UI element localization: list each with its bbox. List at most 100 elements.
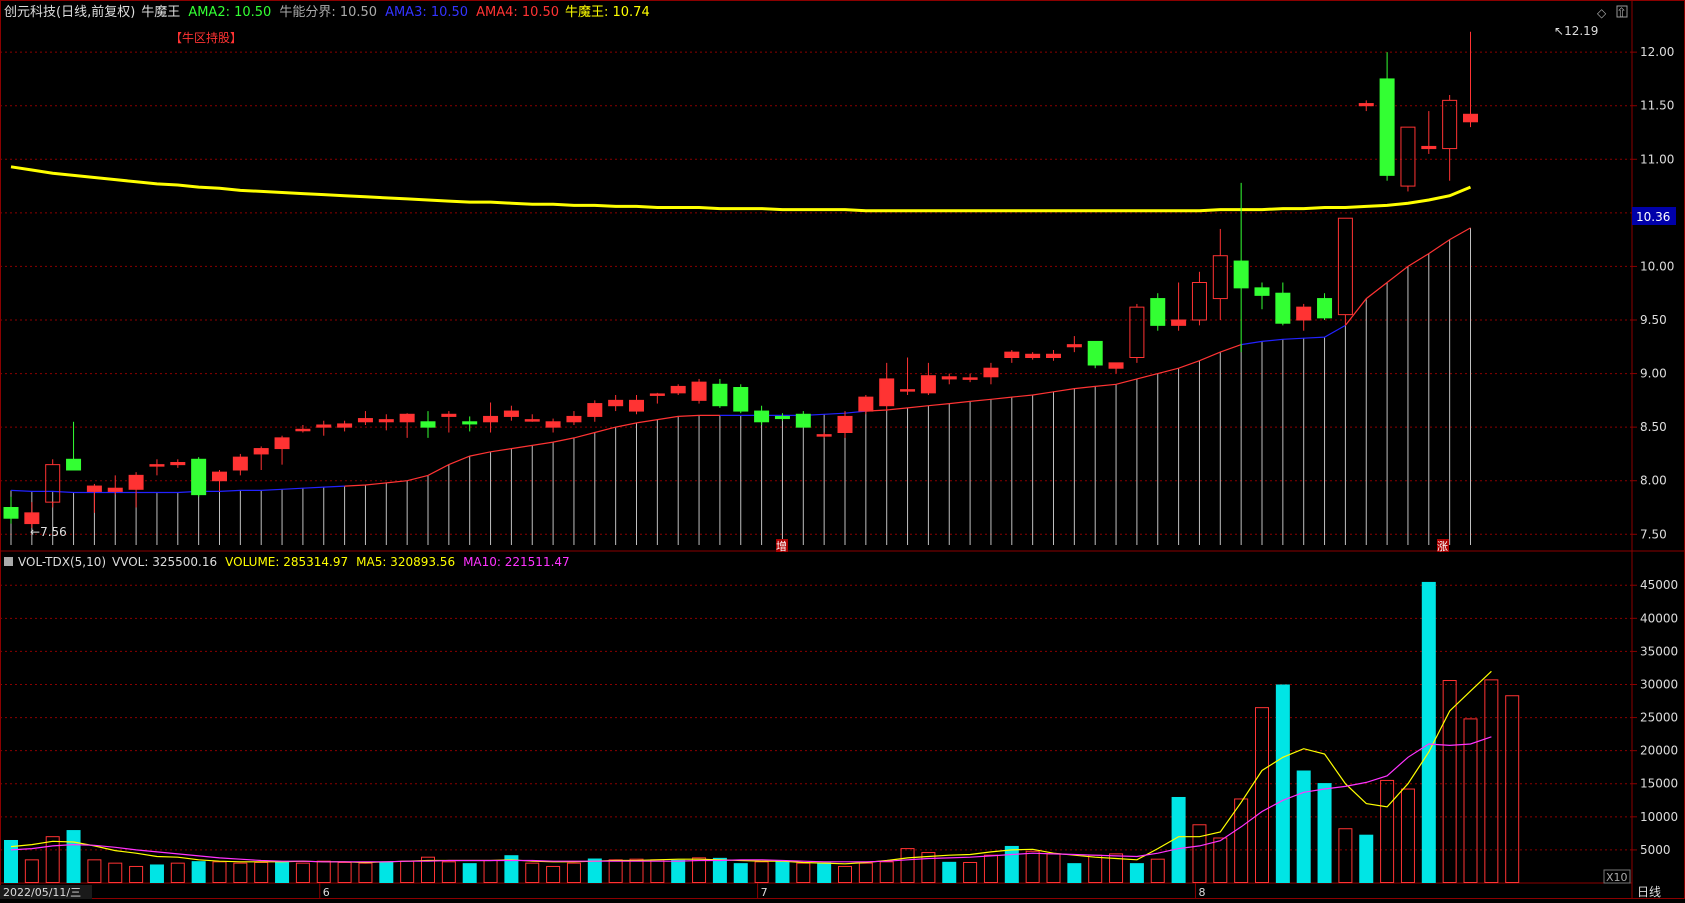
volume-bar-up <box>87 859 102 884</box>
candle-body <box>3 507 19 519</box>
candle-body <box>816 434 832 437</box>
vol-header-line: VOL-TDX(5,10) VVOL: 325500.16 VOLUME: 2853… <box>18 555 570 569</box>
volume-bar-down <box>712 857 727 883</box>
candle-body <box>45 464 61 503</box>
low-marker: ←7.56 <box>30 525 67 539</box>
start-date: 2022/05/11/三 <box>3 886 81 899</box>
volume-bar-down <box>942 861 957 883</box>
ma-line-red-3 <box>1344 227 1471 326</box>
candle-body <box>462 421 478 425</box>
chart-mode: (日线,前复权) <box>56 4 135 20</box>
volume-bar-down <box>379 861 394 883</box>
price-tick-label: 11.00 <box>1640 152 1674 166</box>
volume-tick-label: 40000 <box>1640 611 1678 625</box>
stock-name: 创元科技 <box>4 5 56 20</box>
candle-body <box>170 462 186 466</box>
volume-bar-up <box>1484 679 1499 883</box>
price-tick-label: 8.50 <box>1640 420 1667 434</box>
volume-bar-up <box>421 856 435 883</box>
volume-tick-label: 10000 <box>1640 810 1678 824</box>
candle-body <box>795 413 811 428</box>
candle-body <box>1254 287 1270 296</box>
vol-collapse-icon[interactable] <box>4 557 13 566</box>
candle-body <box>86 485 102 492</box>
candle-body <box>566 415 582 423</box>
window-toggle-icon[interactable] <box>1616 5 1628 18</box>
volume-bar-up <box>1463 718 1478 884</box>
ma5-value: MA5: 320893.56 <box>356 555 455 569</box>
candle-body <box>232 456 248 471</box>
candle-body <box>733 387 749 412</box>
volume-bar-up <box>233 862 248 883</box>
volume-bar-up <box>963 861 978 884</box>
month-ticks: 6 7 8 <box>319 883 1205 899</box>
ama4-value: AMA4: 10.50 <box>476 5 559 20</box>
diamond-icon[interactable]: ◇ <box>1597 6 1607 20</box>
candle-body <box>1275 292 1291 324</box>
volume-bar-up <box>1213 837 1228 884</box>
zeng-tag-box <box>776 539 788 552</box>
month-tick-label: 6 <box>323 886 330 899</box>
volume-bar-down <box>671 859 686 883</box>
volume-bar-up <box>295 862 310 883</box>
volume-bar-down <box>1129 863 1144 883</box>
price-tick-label: 8.00 <box>1640 474 1667 488</box>
ma-line-red <box>344 414 720 487</box>
volume-bar-up <box>1192 824 1207 883</box>
volume-bar-up <box>608 859 623 884</box>
volume-bar-up <box>1255 707 1269 883</box>
volume-tick-label: 5000 <box>1640 843 1671 857</box>
candle-body <box>191 458 207 496</box>
header-line: 创元科技(日线,前复权) 牛魔王 AMA2: 10.50 牛能分界: 10.50 AMA… <box>4 4 559 20</box>
candle-body <box>1108 362 1124 369</box>
x10-label[interactable]: X10 <box>1606 871 1628 884</box>
volume-bar-up <box>483 860 498 884</box>
volume-bar-up <box>566 862 581 883</box>
candle-body <box>1421 145 1437 150</box>
price-tick-label: 11.50 <box>1640 99 1674 113</box>
volume-bar-up <box>24 859 39 884</box>
volume-bar-up <box>212 861 227 884</box>
zone-tag: 【牛区持股】 <box>170 30 242 45</box>
volume-bar-down <box>1004 845 1019 883</box>
volume-tick-label: 25000 <box>1640 711 1678 725</box>
volume-bar-up <box>358 862 373 883</box>
up-arrow-icon[interactable]: ⇧ <box>1616 6 1627 21</box>
candle-body <box>1400 126 1416 187</box>
candle-body <box>941 376 957 380</box>
volume-bar-up <box>754 861 769 884</box>
volume-bar-up <box>650 859 665 884</box>
price-tick-label: 9.00 <box>1640 367 1667 381</box>
candle-body <box>128 474 144 490</box>
volume-bar-up <box>692 857 707 884</box>
candle-body <box>1212 255 1228 300</box>
volume-bar-down <box>462 863 477 883</box>
zhang-tag: 涨 <box>1437 540 1448 553</box>
candle-body <box>691 381 707 401</box>
candle-body <box>483 415 499 423</box>
volume-bar-up <box>129 865 144 884</box>
candle-body <box>629 399 644 412</box>
candle-body <box>649 393 665 396</box>
candle-body <box>858 396 874 412</box>
ma-line-blue-2 <box>719 410 866 416</box>
candle-body <box>1046 353 1061 358</box>
volume-bar-down <box>775 860 790 883</box>
price-axis: 12.0011.5011.0010.5010.009.509.008.508.0… <box>1632 45 1674 541</box>
volume-bar-up <box>629 858 644 883</box>
candle-body <box>1379 78 1395 176</box>
period-label[interactable]: 日线 <box>1637 885 1661 899</box>
candle-body <box>670 385 686 394</box>
candle-body <box>1191 282 1207 321</box>
volume-bar-up <box>546 865 561 884</box>
candle-body <box>587 403 603 417</box>
candle-body <box>754 410 770 423</box>
energy-value: 牛能分界: 10.50 <box>279 5 377 20</box>
volume-bar-up <box>170 862 185 883</box>
candle-body <box>1066 344 1082 348</box>
volume-axis: 45000 40000 35000 30000 25000 20000 15000 10000… <box>1632 578 1678 857</box>
volume-bar-up <box>838 865 852 884</box>
ma10-value: MA10: 221511.47 <box>463 555 570 569</box>
volume-bar-up <box>900 848 915 884</box>
